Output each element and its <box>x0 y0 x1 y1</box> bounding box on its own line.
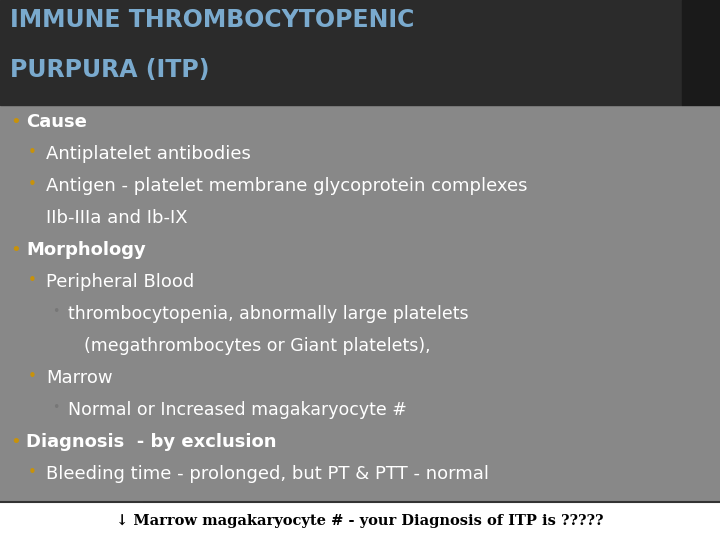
Text: PURPURA (ITP): PURPURA (ITP) <box>10 58 210 82</box>
Text: Cause: Cause <box>26 113 87 131</box>
Text: •: • <box>52 305 59 318</box>
Text: Peripheral Blood: Peripheral Blood <box>46 273 194 291</box>
Text: •: • <box>10 113 21 131</box>
Text: IIb-IIIa and Ib-IX: IIb-IIIa and Ib-IX <box>46 209 188 227</box>
Text: •: • <box>10 433 21 451</box>
Text: •: • <box>28 369 37 384</box>
Text: IMMUNE THROMBOCYTOPENIC: IMMUNE THROMBOCYTOPENIC <box>10 8 415 32</box>
Bar <box>0 502 720 540</box>
Text: Antigen - platelet membrane glycoprotein complexes: Antigen - platelet membrane glycoprotein… <box>46 177 528 195</box>
Text: •: • <box>28 465 37 480</box>
Text: •: • <box>28 177 37 192</box>
Text: ↓ Marrow magakaryocyte # - your Diagnosis of ITP is ?????: ↓ Marrow magakaryocyte # - your Diagnosi… <box>116 514 604 528</box>
Text: thrombocytopenia, abnormally large platelets: thrombocytopenia, abnormally large plate… <box>68 305 469 323</box>
Text: Diagnosis  - by exclusion: Diagnosis - by exclusion <box>26 433 276 451</box>
Text: •: • <box>28 145 37 160</box>
Text: Normal or Increased magakaryocyte #: Normal or Increased magakaryocyte # <box>68 401 407 419</box>
Bar <box>682 0 720 105</box>
Text: •: • <box>10 241 21 259</box>
Text: (megathrombocytes or Giant platelets),: (megathrombocytes or Giant platelets), <box>84 337 431 355</box>
Text: Antiplatelet antibodies: Antiplatelet antibodies <box>46 145 251 163</box>
Bar <box>0 0 682 105</box>
Text: Morphology: Morphology <box>26 241 145 259</box>
Text: •: • <box>28 273 37 288</box>
Text: •: • <box>52 401 59 414</box>
Text: Bleeding time - prolonged, but PT & PTT - normal: Bleeding time - prolonged, but PT & PTT … <box>46 465 489 483</box>
Text: Marrow: Marrow <box>46 369 112 387</box>
